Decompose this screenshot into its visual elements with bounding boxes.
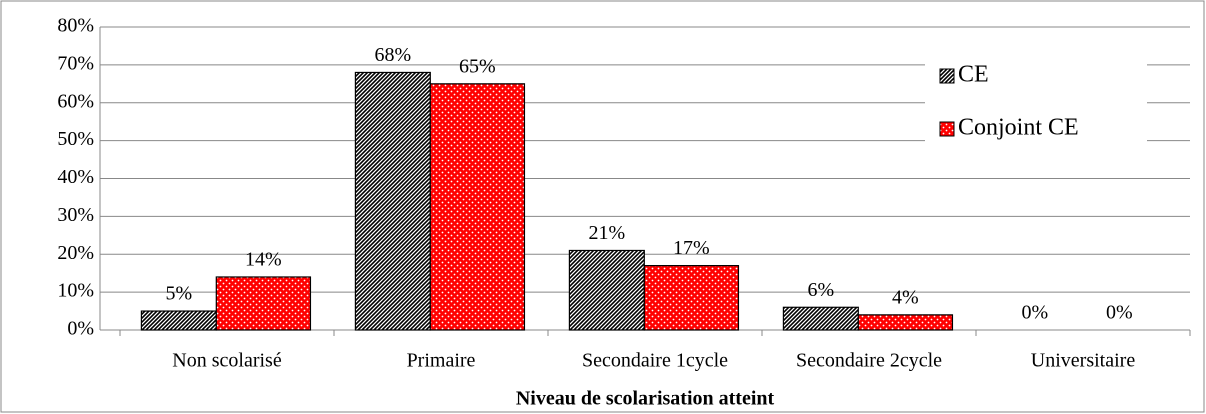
- y-tick-label: 20%: [57, 242, 94, 264]
- y-tick-label: 10%: [57, 280, 94, 302]
- y-tick-label: 70%: [57, 52, 94, 74]
- y-tick-label: 80%: [57, 15, 94, 37]
- bar: [568, 249, 645, 331]
- data-label: 4%: [892, 286, 919, 308]
- data-label: 68%: [375, 44, 412, 66]
- data-label: 65%: [459, 55, 496, 77]
- legend-swatch: [939, 121, 955, 137]
- x-axis-label: Niveau de scolarisation atteint: [516, 388, 775, 410]
- y-tick-label: 0%: [67, 318, 94, 340]
- data-label: 5%: [166, 283, 193, 305]
- bar: [643, 265, 740, 331]
- bar: [857, 314, 954, 331]
- x-tick-label: Secondaire 2cycle: [796, 350, 942, 372]
- bar: [782, 306, 859, 331]
- data-label: 21%: [589, 222, 626, 244]
- legend-label: CE: [958, 62, 989, 88]
- bar: [215, 276, 312, 331]
- legend: CE Conjoint CE: [925, 52, 1147, 160]
- data-label: 17%: [673, 237, 710, 259]
- y-tick-label: 30%: [57, 204, 94, 226]
- data-label: 6%: [808, 279, 835, 301]
- legend-label: Conjoint CE: [958, 115, 1079, 141]
- bar: [429, 83, 526, 331]
- legend-box: [925, 52, 1147, 160]
- y-tick-label: 40%: [57, 166, 94, 188]
- data-label: 0%: [1022, 302, 1049, 324]
- x-tick-label: Secondaire 1cycle: [582, 350, 728, 372]
- y-tick-label: 50%: [57, 128, 94, 150]
- data-label: 0%: [1106, 302, 1133, 324]
- x-tick-label: Universitaire: [1031, 350, 1136, 372]
- bar: [354, 71, 431, 331]
- bar: [140, 310, 217, 331]
- x-tick-label: Non scolarisé: [172, 350, 282, 372]
- legend-swatch: [939, 68, 955, 84]
- y-tick-label: 60%: [57, 90, 94, 112]
- x-tick-label: Primaire: [407, 350, 476, 372]
- data-label: 14%: [245, 249, 282, 271]
